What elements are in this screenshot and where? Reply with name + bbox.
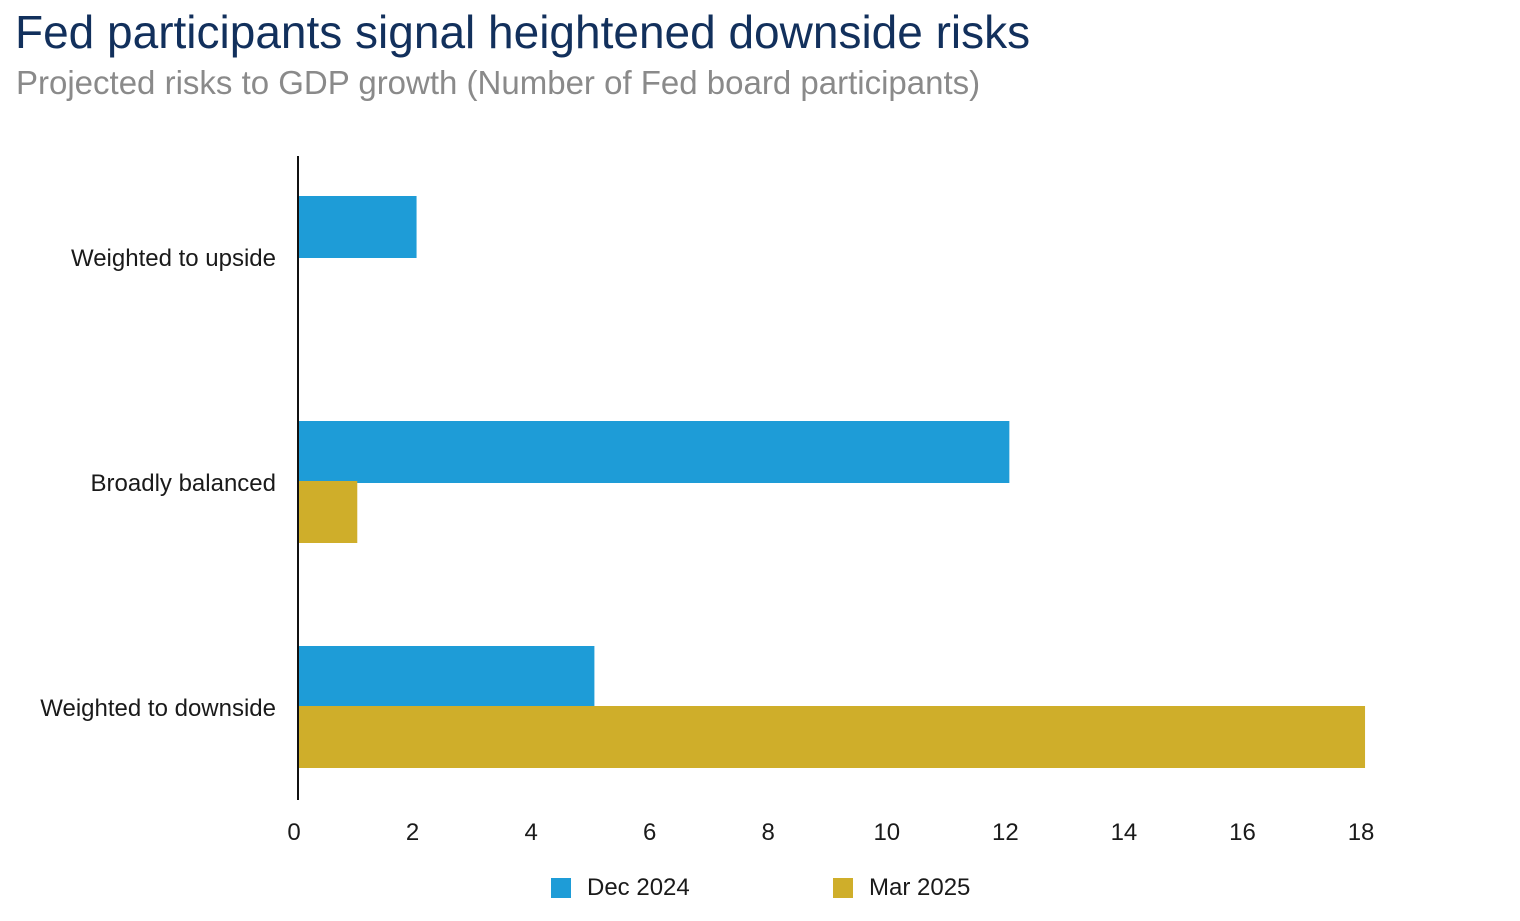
legend-label-dec-2024: Dec 2024 [587, 874, 690, 901]
x-tick-label-18: 18 [1348, 819, 1375, 846]
chart-title: Fed participants signal heightened downs… [15, 6, 1031, 58]
x-tick-label-0: 0 [287, 819, 300, 846]
legend: Dec 2024 Mar 2025 [0, 874, 1520, 904]
category-label-weighted-to-downside: Weighted to downside [40, 695, 276, 722]
bar-mar-2025-broadly-balanced [298, 481, 358, 543]
bar-dec-2024-broadly-balanced [298, 421, 1010, 483]
x-tick-label-12: 12 [992, 819, 1019, 846]
x-tick-label-10: 10 [873, 819, 900, 846]
legend-item-dec-2024: Dec 2024 [551, 874, 690, 902]
x-tick-label-8: 8 [762, 819, 775, 846]
legend-item-mar-2025: Mar 2025 [833, 874, 970, 902]
category-label-weighted-to-upside: Weighted to upside [71, 245, 276, 272]
bar-dec-2024-weighted-to-upside [298, 196, 417, 258]
x-tick-label-4: 4 [524, 819, 537, 846]
legend-swatch-dec-2024 [551, 878, 571, 898]
x-tick-label-2: 2 [406, 819, 419, 846]
chart-subtitle: Projected risks to GDP growth (Number of… [16, 64, 981, 101]
bar-mar-2025-weighted-to-downside [298, 706, 1366, 768]
legend-label-mar-2025: Mar 2025 [869, 874, 971, 901]
category-label-broadly-balanced: Broadly balanced [91, 470, 276, 497]
x-tick-label-16: 16 [1229, 819, 1256, 846]
legend-swatch-mar-2025 [833, 878, 853, 898]
x-tick-label-14: 14 [1111, 819, 1138, 846]
bar-dec-2024-weighted-to-downside [298, 646, 595, 708]
x-tick-label-6: 6 [643, 819, 656, 846]
